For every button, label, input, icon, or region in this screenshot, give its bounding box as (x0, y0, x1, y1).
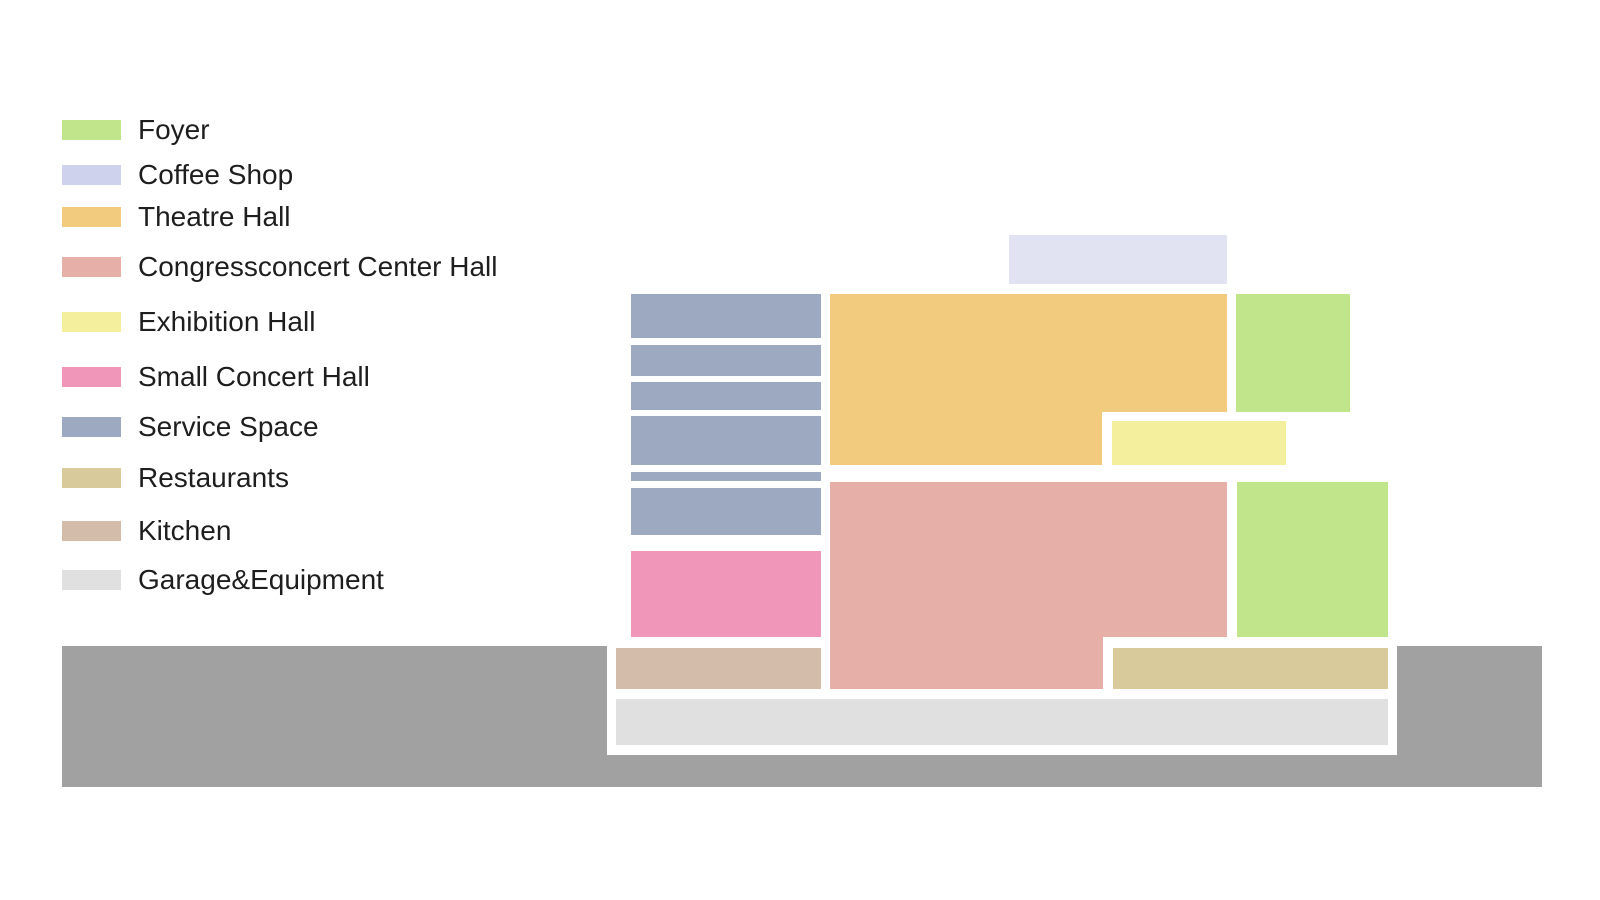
service-space-block (631, 472, 821, 481)
legend-swatch-small-concert-hall (62, 367, 121, 387)
legend-label-kitchen: Kitchen (138, 515, 232, 546)
legend-label-restaurants: Restaurants (138, 462, 289, 493)
legend-swatch-theatre-hall (62, 207, 121, 227)
small-concert-hall-block (631, 551, 821, 637)
legend-label-garage-equipment: Garage&Equipment (138, 564, 384, 595)
legend-swatch-garage-equipment (62, 570, 121, 590)
legend-swatch-foyer (62, 120, 121, 140)
legend-label-congress-hall: Congressconcert Center Hall (138, 251, 498, 282)
service-space-block (631, 416, 821, 465)
exhibition-hall-block (1112, 421, 1286, 465)
congress-hall-block-upper (830, 482, 1227, 637)
service-space-block (631, 382, 821, 410)
kitchen-block (616, 648, 821, 689)
legend-label-foyer: Foyer (138, 114, 210, 145)
foyer-block-lower (1237, 482, 1388, 637)
garage-equipment-block (616, 699, 1388, 745)
service-space-block (631, 294, 821, 338)
coffee-shop-block (1009, 235, 1227, 284)
service-space-block (631, 345, 821, 376)
legend-swatch-restaurants (62, 468, 121, 488)
legend-swatch-coffee-shop (62, 165, 121, 185)
legend-label-theatre-hall: Theatre Hall (138, 201, 291, 232)
legend-label-service-space: Service Space (138, 411, 319, 442)
legend-swatch-congress-hall (62, 257, 121, 277)
legend-swatch-service-space (62, 417, 121, 437)
legend-swatch-kitchen (62, 521, 121, 541)
theatre-hall-block-upper (830, 294, 1227, 412)
legend-swatch-exhibition-hall (62, 312, 121, 332)
restaurants-block (1113, 648, 1388, 689)
service-space-block (631, 488, 821, 535)
legend-label-coffee-shop: Coffee Shop (138, 159, 294, 190)
legend-label-exhibition-hall: Exhibition Hall (138, 306, 316, 337)
legend-label-small-concert-hall: Small Concert Hall (138, 361, 370, 392)
foyer-block-upper (1236, 294, 1350, 412)
theatre-hall-block-lower (830, 411, 1102, 465)
congress-hall-block-lower (830, 636, 1103, 689)
